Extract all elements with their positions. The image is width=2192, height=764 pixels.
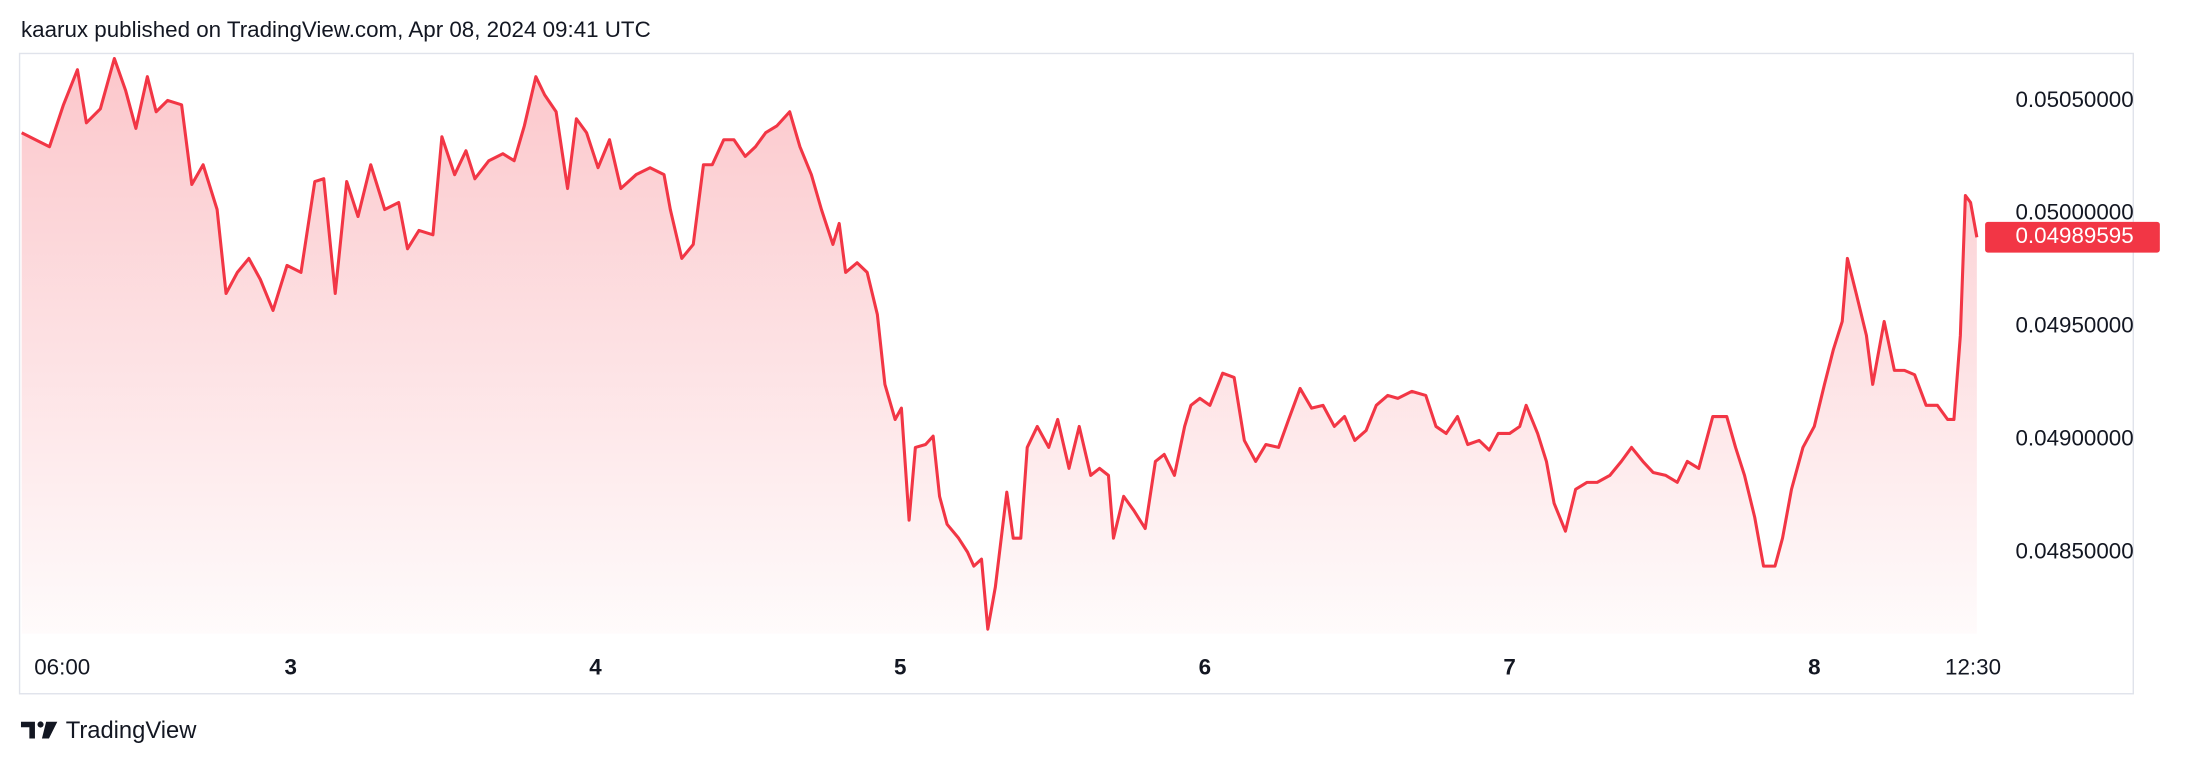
x-tick-label: 7: [1503, 654, 1515, 679]
y-tick-label: 0.05000000: [2016, 200, 2134, 225]
x-tick-label: 5: [894, 654, 906, 679]
last-price-badge: [1985, 221, 2160, 253]
x-tick-label: 06:00: [34, 654, 90, 679]
y-tick-label: 0.04900000: [2016, 425, 2134, 450]
logo: TradingView: [20, 717, 198, 744]
last-price-label: 0.04989595: [2016, 223, 2134, 248]
footer-brand: TradingView: [66, 717, 198, 744]
area-fill: [21, 58, 1977, 634]
logo-icon: [41, 721, 58, 739]
header: kaarux published on TradingView.com, Apr…: [21, 17, 651, 42]
y-tick-label: 0.04950000: [2016, 313, 2134, 338]
x-tick-label: 4: [589, 654, 602, 679]
logo-icon: [20, 721, 35, 739]
y-tick-label: 0.05050000: [2016, 87, 2134, 112]
plot: 0.05050000 0.05000000 0.04950000 0.04900000…: [20, 56, 2160, 679]
logo-icon: [37, 721, 44, 728]
price-line: [20, 56, 1979, 631]
x-tick-label: 6: [1199, 654, 1211, 679]
chart-frame: [18, 52, 2134, 695]
x-tick-label: 12:30: [1945, 654, 2001, 679]
x-tick-label: 3: [285, 654, 297, 679]
x-tick-label: 8: [1808, 654, 1820, 679]
y-tick-label: 0.04850000: [2016, 538, 2134, 563]
